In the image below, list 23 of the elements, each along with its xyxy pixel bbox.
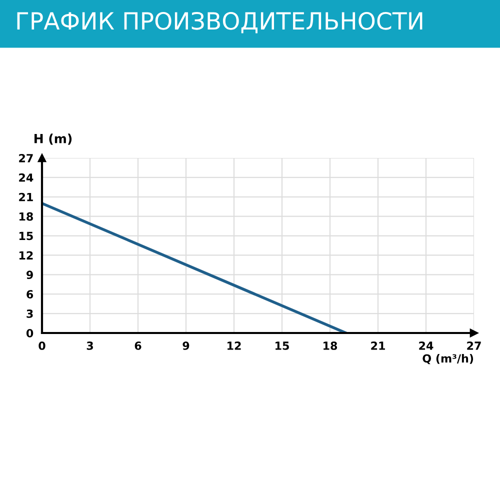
x-tick-label: 3	[86, 342, 93, 350]
x-axis-title: Q (m³/h)	[422, 354, 474, 364]
y-tick-label: 12	[19, 251, 33, 260]
y-tick-label: 9	[26, 270, 33, 280]
x-tick-label: 0	[38, 342, 46, 350]
chart-title: ГРАФИК ПРОИЗВОДИТЕЛЬНОСТИ	[17, 12, 422, 34]
x-tick-label: 27	[467, 342, 481, 350]
y-tick-label: 15	[19, 232, 33, 240]
x-tick-label: 15	[276, 342, 289, 350]
x-tick-label: 12	[228, 342, 241, 350]
y-tick-label: 24	[19, 173, 34, 182]
y-tick-label: 18	[19, 212, 33, 221]
y-tick-label: 6	[26, 290, 34, 298]
y-tick-label: 0	[26, 328, 34, 338]
x-tick-label: 9	[182, 342, 190, 350]
y-tick-label: 27	[19, 154, 33, 162]
y-tick-label: 21	[19, 192, 33, 202]
x-tick-label: 18	[324, 342, 338, 350]
x-tick-label: 6	[134, 342, 142, 350]
y-tick-label: 3	[26, 310, 33, 318]
x-tick-label: 24	[419, 342, 434, 350]
x-tick-label: 21	[371, 342, 385, 350]
y-axis-title: H (m)	[34, 134, 72, 145]
